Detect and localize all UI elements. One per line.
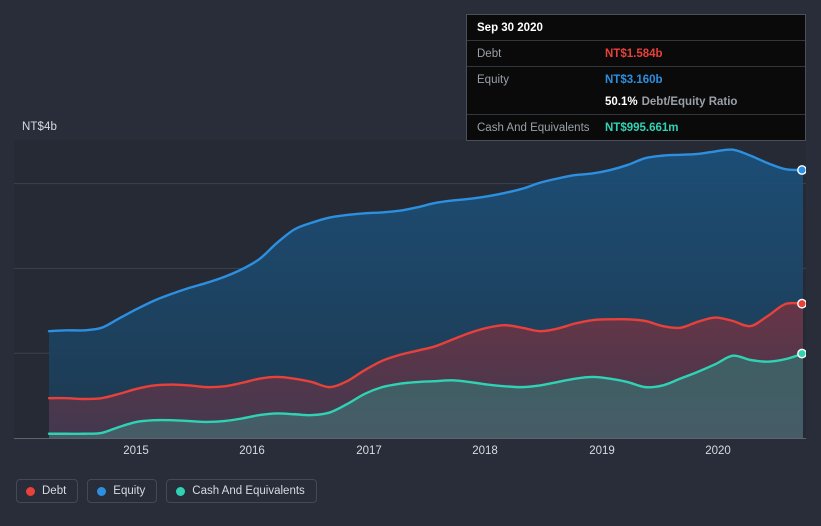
legend-dot-icon — [97, 486, 107, 496]
tooltip-row-debt: Debt NT$1.584b — [467, 40, 805, 66]
chart-legend: Debt Equity Cash And Equivalents — [16, 479, 317, 503]
tooltip-value-debt: NT$1.584b — [605, 47, 663, 60]
x-axis-tick-2020: 2020 — [705, 445, 731, 457]
legend-item-equity[interactable]: Equity — [87, 479, 158, 503]
tooltip-label-equity: Equity — [477, 73, 509, 86]
tooltip-value-cash: NT$995.661m — [605, 121, 679, 134]
x-axis-tick-2017: 2017 — [356, 445, 382, 457]
tooltip-value-equity: NT$3.160b — [605, 73, 663, 86]
line-cash — [47, 352, 805, 436]
tooltip-row-cash: Cash And Equivalents NT$995.661m — [467, 114, 805, 140]
chart-tooltip: Sep 30 2020 Debt NT$1.584b Equity NT$3.1… — [466, 14, 806, 141]
legend-item-debt[interactable]: Debt — [16, 479, 79, 503]
tooltip-label-debt: Debt — [477, 47, 502, 60]
x-axis-tick-2019: 2019 — [589, 445, 615, 457]
end-marker — [797, 165, 806, 175]
line-debt — [47, 301, 805, 401]
series-lines — [47, 148, 805, 436]
legend-item-label: Equity — [113, 485, 146, 497]
legend-dot-icon — [26, 486, 35, 496]
end-marker — [797, 348, 806, 359]
chart-canvas — [14, 148, 806, 438]
tooltip-ratio-label: Debt/Equity Ratio — [641, 95, 738, 108]
tooltip-ratio-value: 50.1% — [605, 95, 638, 108]
x-axis: 2015 2016 2017 2018 2019 2020 — [14, 438, 806, 464]
area-cash — [49, 353, 803, 438]
tooltip-row-ratio: 50.1% Debt/Equity Ratio — [467, 92, 805, 114]
x-axis-tick-2018: 2018 — [472, 445, 498, 457]
x-axis-tick-2015: 2015 — [123, 445, 149, 457]
series-end-markers — [797, 165, 806, 359]
legend-item-cash-and-equivalents[interactable]: Cash And Equivalents — [166, 479, 317, 503]
tooltip-label-cash: Cash And Equivalents — [477, 121, 590, 134]
legend-dot-icon — [176, 486, 186, 496]
tooltip-date: Sep 30 2020 — [477, 22, 543, 34]
plot-area[interactable] — [14, 140, 806, 438]
end-marker — [797, 298, 806, 309]
legend-item-label: Cash And Equivalents — [192, 485, 305, 497]
tooltip-row-equity: Equity NT$3.160b — [467, 66, 805, 92]
x-axis-tick-2016: 2016 — [239, 445, 265, 457]
x-axis-line — [14, 438, 806, 439]
series-areas — [49, 149, 803, 438]
line-equity — [47, 148, 805, 333]
legend-item-label: Debt — [42, 485, 67, 497]
y-axis-label-top: NT$4b — [22, 121, 58, 133]
